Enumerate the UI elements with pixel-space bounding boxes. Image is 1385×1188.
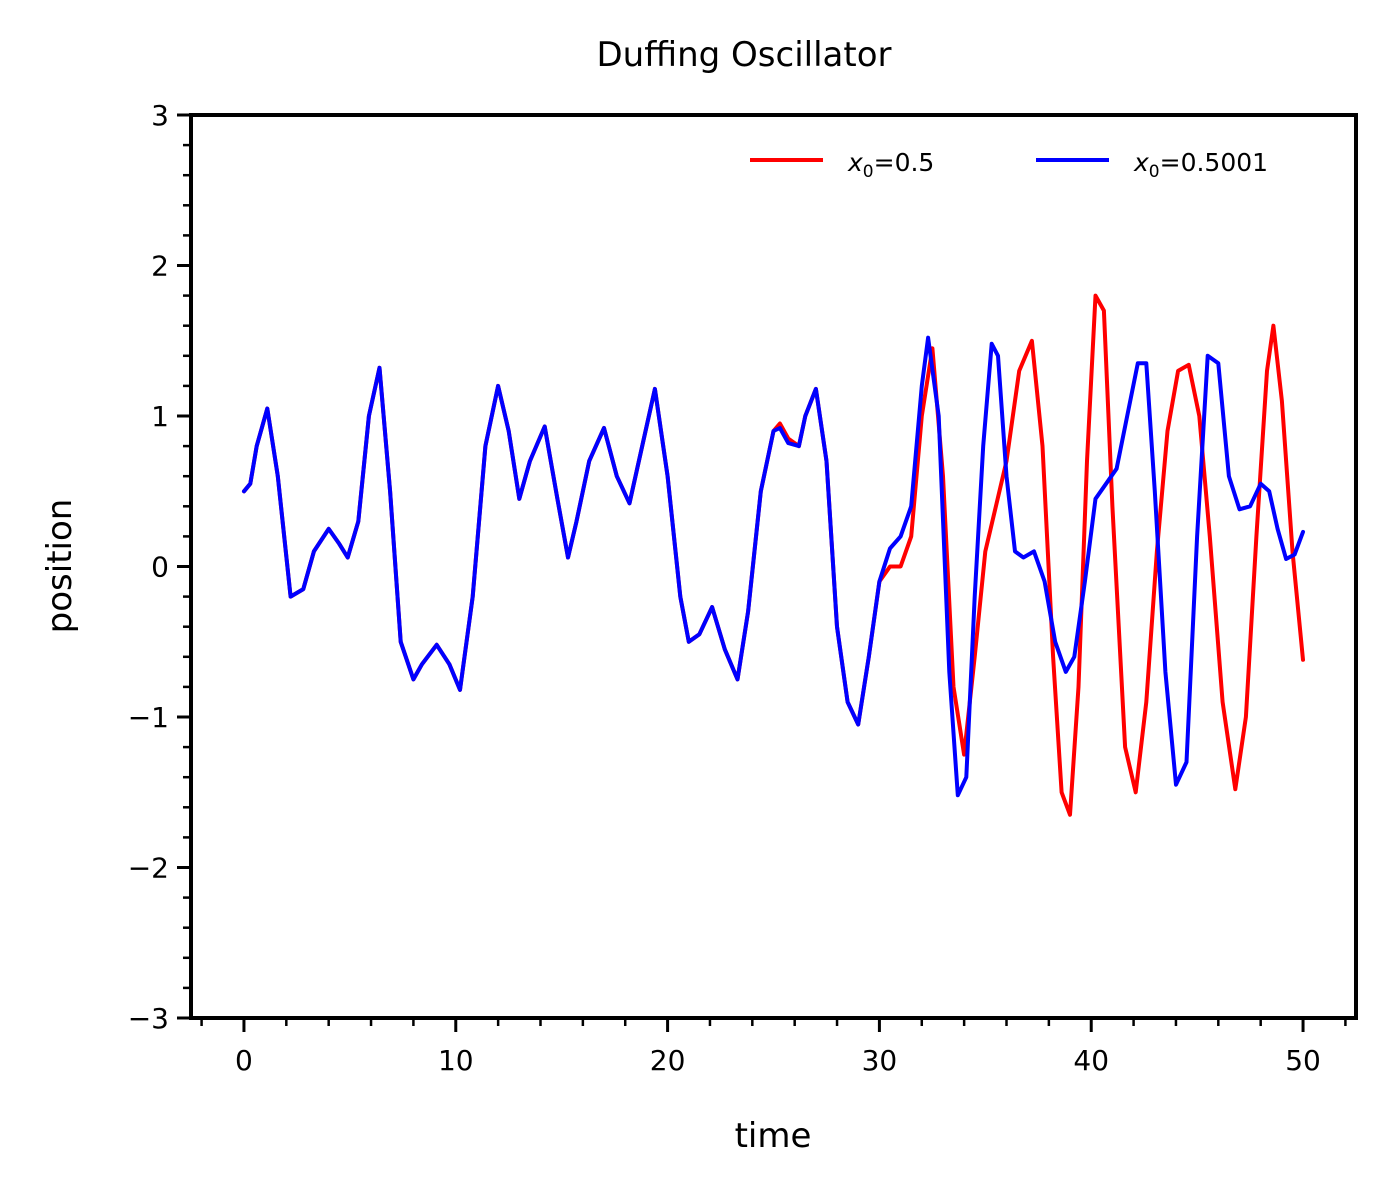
x-tick-label: 0 [235, 1044, 253, 1077]
series-lines [242, 293, 1305, 817]
series-line-2 [242, 335, 1305, 798]
y-tick-label: −1 [128, 701, 169, 734]
y-tick-label: 2 [151, 250, 169, 283]
plot-frame [189, 113, 1358, 1020]
legend-label-1-sub: 0 [863, 162, 874, 182]
y-tick-label: 0 [151, 551, 169, 584]
legend-label-2-sub: 0 [1149, 162, 1160, 182]
legend-label-1-var: x [847, 148, 863, 177]
x-axis-label: time [735, 1116, 812, 1156]
x-tick-label: 30 [862, 1044, 898, 1077]
legend-label-2: x0=0.5001 [1133, 148, 1268, 182]
chart-title: Duffing Oscillator [597, 35, 892, 75]
x-tick-label: 10 [438, 1044, 474, 1077]
x-tick-label: 50 [1285, 1044, 1321, 1077]
y-tick-label: −2 [128, 852, 169, 885]
legend-label-1: x0=0.5 [847, 148, 934, 182]
legend-label-2-rest: =0.5001 [1160, 148, 1268, 177]
x-tick-label: 40 [1073, 1044, 1109, 1077]
legend-label-2-var: x [1133, 148, 1149, 177]
x-tick-label: 20 [650, 1044, 686, 1077]
axis-ticks: 0 10 20 30 40 50 −3 −2 −1 0 1 2 3 [128, 99, 1347, 1077]
y-tick-label: 3 [151, 99, 169, 132]
y-tick-label: −3 [128, 1002, 169, 1035]
y-tick-label: 1 [151, 400, 169, 433]
legend-label-1-rest: =0.5 [874, 148, 935, 177]
legend: x0=0.5 x0=0.5001 [750, 148, 1268, 182]
series-line-1 [242, 293, 1305, 817]
y-axis-label: position [40, 499, 80, 634]
